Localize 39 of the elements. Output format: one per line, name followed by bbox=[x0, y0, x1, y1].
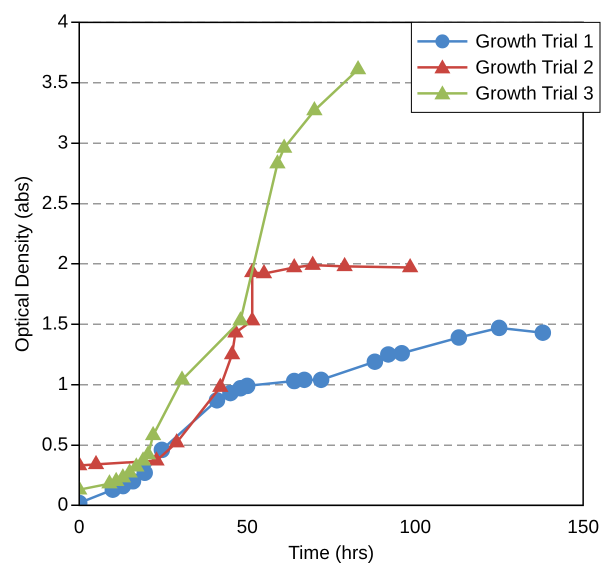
y-tick-label: 3.5 bbox=[42, 72, 68, 94]
y-tick-label: 0 bbox=[58, 494, 68, 516]
point bbox=[286, 259, 302, 272]
point bbox=[366, 353, 384, 370]
point bbox=[228, 324, 243, 338]
point bbox=[88, 456, 104, 470]
x-tick-label: 150 bbox=[567, 517, 599, 538]
point bbox=[244, 312, 260, 326]
point bbox=[233, 312, 248, 326]
y-tick-label: 3 bbox=[58, 132, 68, 154]
y-tick-label: 1 bbox=[58, 374, 68, 395]
legend-label: Growth Trial 1 bbox=[475, 32, 594, 53]
x-tick-label: 0 bbox=[74, 517, 84, 538]
x-axis-title: Time (hrs) bbox=[288, 542, 374, 564]
point bbox=[305, 256, 320, 270]
y-tick-label: 1.5 bbox=[42, 314, 68, 335]
point bbox=[146, 427, 160, 440]
point bbox=[174, 372, 190, 385]
point bbox=[350, 61, 366, 74]
point bbox=[213, 378, 228, 392]
y-axis-title: Optical Density (abs) bbox=[12, 176, 34, 352]
point bbox=[276, 140, 292, 153]
point bbox=[307, 102, 322, 116]
y-tick-label: 2.5 bbox=[42, 192, 68, 214]
legend-label: Growth Trial 3 bbox=[475, 84, 594, 105]
x-tick-label: 50 bbox=[236, 517, 258, 538]
y-tick-label: 2 bbox=[58, 253, 68, 274]
y-tick-label: 0.5 bbox=[42, 434, 68, 456]
legend-label: Growth Trial 2 bbox=[475, 58, 594, 79]
x-tick-label: 100 bbox=[399, 517, 432, 538]
point bbox=[534, 324, 552, 341]
point bbox=[270, 155, 285, 168]
point bbox=[169, 434, 184, 448]
point bbox=[149, 452, 164, 466]
point bbox=[256, 265, 272, 278]
point bbox=[337, 258, 352, 272]
y-tick-label: 4 bbox=[58, 12, 69, 33]
point bbox=[402, 259, 418, 272]
point bbox=[224, 346, 240, 360]
